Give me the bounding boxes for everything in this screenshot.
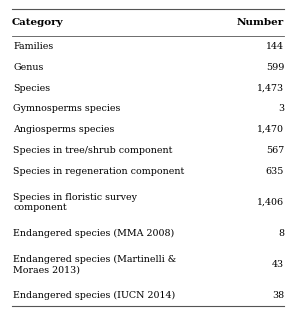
Text: Moraes 2013): Moraes 2013) [13,265,80,274]
Text: component: component [13,203,67,212]
Text: Genus: Genus [13,63,44,72]
Text: 1,473: 1,473 [257,84,284,93]
Text: 567: 567 [266,146,284,155]
Text: Families: Families [13,42,54,51]
Text: 635: 635 [266,167,284,176]
Text: 8: 8 [278,229,284,238]
Text: Species: Species [13,84,50,93]
Text: 38: 38 [272,291,284,300]
Text: Angiosperms species: Angiosperms species [13,125,115,134]
Text: Category: Category [12,18,63,27]
Text: Species in floristic survey: Species in floristic survey [13,193,137,201]
Text: Number: Number [237,18,284,27]
Text: Species in regeneration component: Species in regeneration component [13,167,185,176]
Text: Gymnosperms species: Gymnosperms species [13,104,121,113]
Text: 599: 599 [266,63,284,72]
Text: 43: 43 [272,260,284,269]
Text: 144: 144 [266,42,284,51]
Text: Endangered species (Martinelli &: Endangered species (Martinelli & [13,255,176,264]
Text: 1,406: 1,406 [257,198,284,207]
Text: Endangered species (MMA 2008): Endangered species (MMA 2008) [13,229,175,238]
Text: Species in tree/shrub component: Species in tree/shrub component [13,146,173,155]
Text: 1,470: 1,470 [257,125,284,134]
Text: Endangered species (IUCN 2014): Endangered species (IUCN 2014) [13,291,176,300]
Text: 3: 3 [278,104,284,113]
